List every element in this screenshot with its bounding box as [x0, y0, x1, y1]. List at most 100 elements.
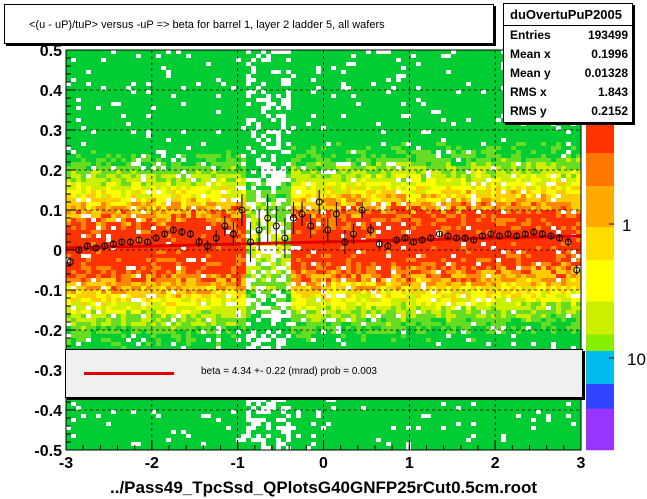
heatmap-cell: [251, 446, 256, 450]
heatmap-cell: [241, 62, 246, 66]
heatmap-cell: [201, 258, 206, 262]
heatmap-cell: [231, 178, 236, 182]
heatmap-cell: [241, 326, 246, 330]
heatmap-cell: [81, 326, 86, 330]
heatmap-cell: [281, 342, 286, 346]
heatmap-cell: [176, 414, 181, 418]
heatmap-cell: [86, 334, 91, 338]
heatmap-cell: [161, 194, 166, 198]
heatmap-cell: [191, 430, 196, 434]
heatmap-cell: [201, 210, 206, 214]
heatmap-cell: [176, 54, 181, 58]
heatmap-cell: [126, 318, 131, 322]
heatmap-cell: [111, 134, 116, 138]
heatmap-cell: [171, 306, 176, 310]
heatmap-cell: [201, 346, 206, 350]
heatmap-cell: [81, 82, 86, 86]
heatmap-cell: [161, 418, 166, 422]
heatmap-cell: [201, 218, 206, 222]
heatmap-cell: [241, 258, 246, 262]
heatmap-cell: [191, 206, 196, 210]
heatmap-cell: [151, 282, 156, 286]
heatmap-cell: [291, 234, 296, 238]
heatmap-cell: [236, 114, 241, 118]
heatmap-cell: [256, 410, 261, 414]
heatmap-cell: [301, 346, 306, 350]
heatmap-cell: [151, 426, 156, 430]
heatmap-cell: [306, 214, 311, 218]
heatmap-cell: [86, 290, 91, 294]
heatmap-cell: [81, 190, 86, 194]
heatmap-cell: [306, 146, 311, 150]
heatmap-cell: [271, 190, 276, 194]
heatmap-cell: [301, 426, 306, 430]
heatmap-cell: [146, 222, 151, 226]
heatmap-cell: [106, 90, 111, 94]
heatmap-cell: [241, 186, 246, 190]
heatmap-cell: [266, 198, 271, 202]
heatmap-cell: [121, 126, 126, 130]
heatmap-cell: [261, 54, 266, 58]
heatmap-cell: [241, 398, 246, 402]
heatmap-cell: [151, 242, 156, 246]
heatmap-cell: [216, 318, 221, 322]
heatmap-cell: [171, 314, 176, 318]
heatmap-cell: [141, 214, 146, 218]
heatmap-cell: [221, 422, 226, 426]
heatmap-cell: [306, 270, 311, 274]
heatmap-cell: [186, 322, 191, 326]
heatmap-cell: [116, 422, 121, 426]
heatmap-cell: [256, 398, 261, 402]
heatmap-cell: [71, 262, 76, 266]
heatmap-cell: [271, 410, 276, 414]
heatmap-cell: [76, 94, 81, 98]
heatmap-cell: [96, 290, 101, 294]
heatmap-cell: [251, 238, 256, 242]
heatmap-cell: [71, 426, 76, 430]
heatmap-cell: [136, 322, 141, 326]
heatmap-cell: [251, 194, 256, 198]
heatmap-cell: [86, 286, 91, 290]
heatmap-cell: [226, 202, 231, 206]
heatmap-cell: [166, 258, 171, 262]
heatmap-cell: [216, 230, 221, 234]
heatmap-cell: [156, 146, 161, 150]
heatmap-cell: [71, 78, 76, 82]
heatmap-cell: [216, 134, 221, 138]
heatmap-cell: [106, 154, 111, 158]
heatmap-cell: [116, 98, 121, 102]
heatmap-cell: [276, 178, 281, 182]
heatmap-cell: [126, 54, 131, 58]
heatmap-cell: [311, 242, 316, 246]
heatmap-cell: [246, 282, 251, 286]
heatmap-cell: [151, 306, 156, 310]
heatmap-cell: [211, 118, 216, 122]
heatmap-cell: [96, 86, 101, 90]
heatmap-cell: [116, 138, 121, 142]
heatmap-cell: [116, 78, 121, 82]
heatmap-cell: [121, 106, 126, 110]
heatmap-cell: [251, 430, 256, 434]
heatmap-cell: [261, 258, 266, 262]
heatmap-cell: [311, 90, 316, 94]
heatmap-cell: [296, 442, 301, 446]
heatmap-cell: [261, 270, 266, 274]
heatmap-cell: [171, 78, 176, 82]
heatmap-cell: [126, 178, 131, 182]
heatmap-cell: [121, 86, 126, 90]
heatmap-cell: [146, 50, 151, 54]
heatmap-cell: [121, 290, 126, 294]
heatmap-cell: [236, 218, 241, 222]
heatmap-cell: [186, 114, 191, 118]
heatmap-cell: [66, 182, 71, 186]
heatmap-cell: [126, 310, 131, 314]
heatmap-cell: [256, 230, 261, 234]
heatmap-cell: [241, 402, 246, 406]
heatmap-cell: [146, 230, 151, 234]
heatmap-cell: [281, 410, 286, 414]
heatmap-cell: [96, 438, 101, 442]
heatmap-cell: [186, 202, 191, 206]
heatmap-cell: [121, 442, 126, 446]
heatmap-cell: [281, 122, 286, 126]
heatmap-cell: [141, 118, 146, 122]
